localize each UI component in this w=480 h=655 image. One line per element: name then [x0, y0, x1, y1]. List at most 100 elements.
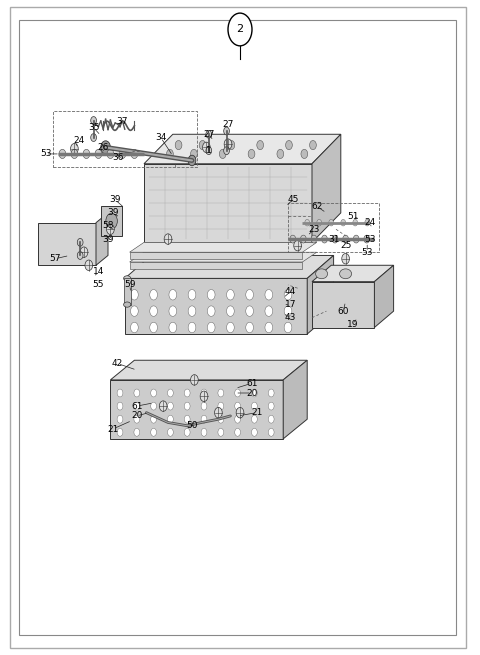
- Text: 50: 50: [186, 421, 198, 430]
- Text: 24: 24: [364, 218, 375, 227]
- Circle shape: [284, 306, 292, 316]
- Circle shape: [91, 134, 96, 141]
- Circle shape: [117, 428, 123, 436]
- Circle shape: [353, 235, 359, 243]
- Circle shape: [294, 240, 301, 251]
- Circle shape: [117, 415, 123, 423]
- Circle shape: [284, 290, 292, 300]
- Ellipse shape: [316, 269, 327, 279]
- Circle shape: [300, 235, 306, 243]
- Text: 34: 34: [155, 133, 167, 142]
- Circle shape: [184, 415, 190, 423]
- Circle shape: [151, 402, 156, 410]
- Circle shape: [218, 428, 224, 436]
- Circle shape: [218, 415, 224, 423]
- Circle shape: [107, 224, 114, 234]
- Circle shape: [224, 147, 229, 155]
- Text: 61: 61: [131, 402, 143, 411]
- Circle shape: [310, 141, 316, 150]
- Circle shape: [219, 149, 226, 159]
- Text: 35: 35: [88, 123, 99, 132]
- Circle shape: [311, 235, 317, 243]
- Circle shape: [164, 234, 172, 244]
- Polygon shape: [96, 213, 108, 265]
- Circle shape: [246, 290, 253, 300]
- Text: 53: 53: [40, 149, 51, 159]
- Circle shape: [151, 415, 156, 423]
- Circle shape: [107, 149, 114, 159]
- Circle shape: [235, 428, 240, 436]
- Circle shape: [150, 290, 157, 300]
- Circle shape: [131, 322, 138, 333]
- Circle shape: [332, 235, 338, 243]
- Bar: [101, 206, 122, 236]
- Circle shape: [290, 235, 296, 243]
- Circle shape: [131, 306, 138, 316]
- Text: 43: 43: [285, 313, 296, 322]
- Circle shape: [168, 415, 173, 423]
- Circle shape: [184, 389, 190, 397]
- Circle shape: [246, 322, 253, 333]
- Circle shape: [286, 141, 292, 150]
- Circle shape: [246, 306, 253, 316]
- Text: 37: 37: [117, 117, 128, 126]
- Text: 57: 57: [49, 254, 61, 263]
- Circle shape: [134, 428, 140, 436]
- Ellipse shape: [339, 269, 351, 279]
- Bar: [53, 111, 197, 167]
- Circle shape: [188, 322, 196, 333]
- Text: 25: 25: [340, 241, 351, 250]
- Circle shape: [224, 127, 229, 135]
- Text: 53: 53: [364, 234, 375, 244]
- Circle shape: [95, 149, 102, 159]
- Text: 2: 2: [237, 24, 243, 35]
- Circle shape: [228, 13, 252, 46]
- Polygon shape: [312, 134, 341, 242]
- Circle shape: [168, 389, 173, 397]
- Text: 39: 39: [107, 208, 119, 217]
- Circle shape: [342, 253, 349, 264]
- Circle shape: [71, 149, 78, 159]
- Circle shape: [134, 389, 140, 397]
- Circle shape: [365, 219, 370, 226]
- Text: 45: 45: [287, 195, 299, 204]
- Circle shape: [277, 149, 284, 159]
- Circle shape: [134, 415, 140, 423]
- Circle shape: [175, 141, 182, 150]
- Circle shape: [215, 407, 222, 418]
- Circle shape: [59, 149, 66, 159]
- Text: 24: 24: [73, 136, 85, 145]
- Polygon shape: [130, 252, 302, 259]
- Text: 44: 44: [285, 287, 296, 296]
- Circle shape: [265, 306, 273, 316]
- Circle shape: [218, 402, 224, 410]
- Circle shape: [341, 219, 346, 226]
- Text: 31: 31: [328, 234, 339, 244]
- Circle shape: [201, 402, 207, 410]
- Circle shape: [224, 139, 232, 149]
- Circle shape: [117, 389, 123, 397]
- Circle shape: [169, 306, 177, 316]
- Circle shape: [167, 149, 173, 159]
- Circle shape: [200, 391, 208, 402]
- Circle shape: [364, 235, 370, 243]
- Circle shape: [227, 322, 234, 333]
- Polygon shape: [110, 360, 307, 380]
- Polygon shape: [283, 360, 307, 439]
- Text: 53: 53: [361, 248, 373, 257]
- Text: 1: 1: [206, 146, 212, 155]
- Text: 55: 55: [93, 280, 104, 290]
- Bar: [288, 203, 379, 252]
- Circle shape: [117, 402, 123, 410]
- Text: 26: 26: [97, 143, 109, 152]
- Text: 60: 60: [337, 307, 349, 316]
- Circle shape: [248, 149, 255, 159]
- Text: 36: 36: [112, 153, 123, 162]
- Polygon shape: [312, 282, 374, 328]
- Circle shape: [228, 141, 235, 150]
- Circle shape: [235, 415, 240, 423]
- Text: 23: 23: [309, 225, 320, 234]
- Circle shape: [206, 130, 212, 138]
- Circle shape: [184, 402, 190, 410]
- Polygon shape: [130, 262, 302, 269]
